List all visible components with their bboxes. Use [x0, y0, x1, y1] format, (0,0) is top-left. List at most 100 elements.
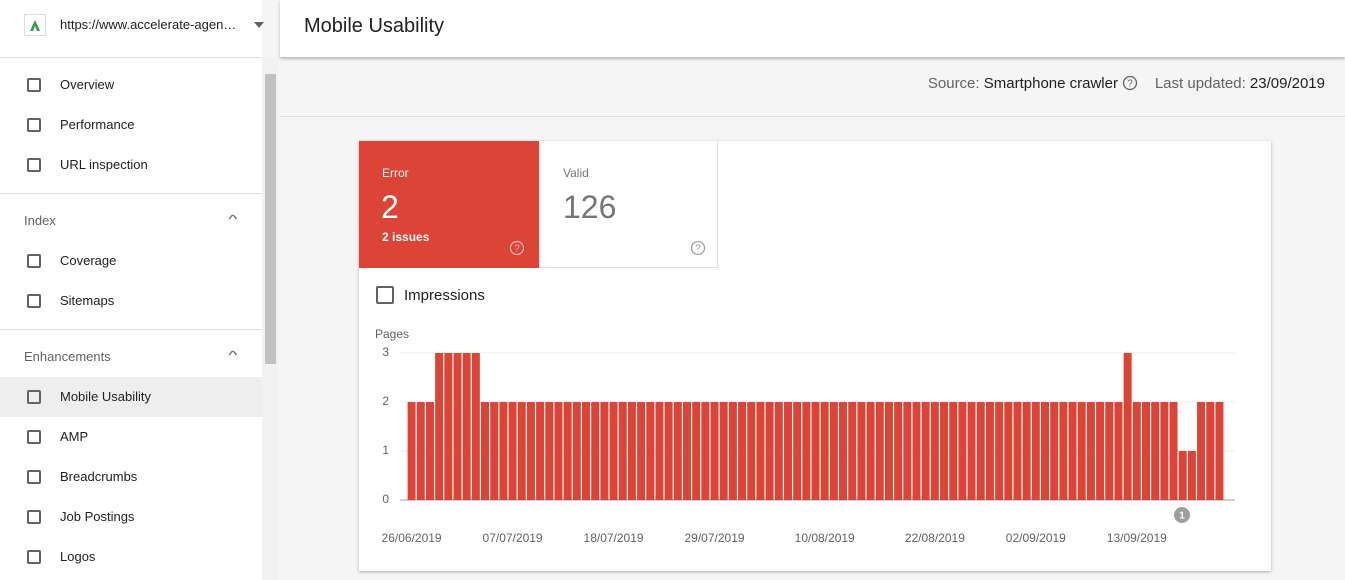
nav-item[interactable]: Overview — [60, 77, 115, 92]
collapse-icon[interactable]: ^ — [228, 212, 238, 226]
bar — [526, 402, 535, 500]
updated-label: Last updated: — [1154, 75, 1246, 92]
bar — [1169, 402, 1178, 500]
bar — [783, 402, 792, 500]
active-bg — [0, 377, 262, 417]
bar — [1022, 402, 1031, 500]
bar — [1041, 402, 1050, 500]
y-tick-label: 2 — [382, 394, 389, 408]
tile-note: 2 issues — [382, 230, 430, 244]
section-title[interactable]: Enhancements — [24, 349, 111, 364]
x-tick-label: 22/08/2019 — [905, 531, 965, 545]
x-tick-label: 02/09/2019 — [1006, 531, 1066, 545]
nav-item[interactable]: Logos — [60, 549, 96, 564]
bar — [1206, 402, 1215, 500]
divider — [0, 329, 262, 330]
bar — [517, 402, 526, 500]
y-tick-label: 0 — [382, 492, 389, 506]
bar — [985, 402, 994, 500]
nav-icon — [27, 430, 41, 444]
bar — [627, 402, 636, 500]
nav-item[interactable]: Performance — [60, 117, 135, 132]
bar — [545, 402, 554, 500]
valid-tile[interactable]: Valid 126 ? — [539, 141, 718, 268]
error-tile[interactable]: Error 2 2 issues ? — [359, 141, 539, 268]
divider — [280, 116, 1345, 117]
property-url[interactable]: https://www.accelerate-agen… — [60, 17, 237, 32]
bar — [875, 402, 884, 500]
nav-item[interactable]: URL inspection — [60, 157, 148, 172]
bar — [499, 402, 508, 500]
bar — [646, 402, 655, 500]
bar — [765, 402, 774, 500]
bar — [1151, 402, 1160, 500]
bar — [1077, 402, 1086, 500]
card: Error 2 2 issues ? Valid 126 ? Impressio… — [359, 141, 1271, 571]
bar — [1096, 402, 1105, 500]
bar — [444, 353, 453, 500]
nav-item[interactable]: Breadcrumbs — [60, 469, 138, 484]
bar — [1031, 402, 1040, 500]
bar — [462, 353, 471, 500]
nav-icon — [27, 390, 41, 404]
scroll-thumb[interactable] — [265, 74, 276, 364]
source: Smartphone crawler — [983, 75, 1118, 92]
logo — [30, 20, 40, 31]
bar — [416, 402, 425, 500]
bar — [1187, 451, 1196, 500]
bar — [508, 402, 517, 500]
bar — [738, 402, 747, 500]
bar — [609, 402, 618, 500]
bar — [903, 402, 912, 500]
bar — [1215, 402, 1224, 500]
x-tick-label: 18/07/2019 — [584, 531, 644, 545]
x-tick-label: 10/08/2019 — [795, 531, 855, 545]
property-icon — [24, 14, 46, 36]
section-title[interactable]: Index — [24, 213, 56, 228]
help-icon[interactable]: ? — [1122, 75, 1138, 91]
bar — [618, 402, 627, 500]
bar — [1141, 402, 1150, 500]
bar — [949, 402, 958, 500]
nav-item[interactable]: AMP — [60, 429, 89, 444]
divider — [0, 193, 262, 194]
header: Mobile Usability — [280, 0, 1345, 57]
nav-icon — [27, 510, 41, 524]
bar — [655, 402, 664, 500]
bar — [572, 402, 581, 500]
bar — [857, 402, 866, 500]
bar — [682, 402, 691, 500]
bar — [563, 402, 572, 500]
bar — [912, 402, 921, 500]
checkbox[interactable] — [376, 286, 394, 304]
bar — [848, 402, 857, 500]
y-tick-label: 1 — [382, 443, 389, 457]
bar — [1068, 402, 1077, 500]
svg-text:?: ? — [514, 244, 520, 255]
divider — [0, 57, 262, 58]
nav-item[interactable]: Job Postings — [60, 509, 135, 524]
y-axis-label: Pages — [375, 327, 409, 341]
bar — [719, 402, 728, 500]
nav-item[interactable]: Mobile Usability — [60, 389, 152, 404]
bar — [958, 402, 967, 500]
help-icon[interactable]: ? — [690, 240, 706, 256]
bar — [1013, 402, 1022, 500]
nav-item[interactable]: Coverage — [60, 253, 117, 268]
bar — [1114, 402, 1123, 500]
collapse-icon[interactable]: ^ — [228, 348, 238, 362]
bar — [884, 402, 893, 500]
bar — [481, 402, 490, 500]
bar — [1178, 451, 1187, 500]
nav-icon — [27, 254, 41, 268]
bar — [1059, 402, 1068, 500]
nav-icon — [27, 78, 41, 92]
scrollbar[interactable] — [263, 58, 278, 580]
checkbox-label[interactable]: Impressions — [404, 287, 485, 304]
bar — [701, 402, 710, 500]
nav-item[interactable]: Sitemaps — [60, 293, 115, 308]
annotation-label: 1 — [1179, 511, 1185, 522]
dropdown-arrow[interactable] — [253, 21, 265, 29]
bar — [811, 402, 820, 500]
help-icon[interactable]: ? — [509, 240, 525, 256]
